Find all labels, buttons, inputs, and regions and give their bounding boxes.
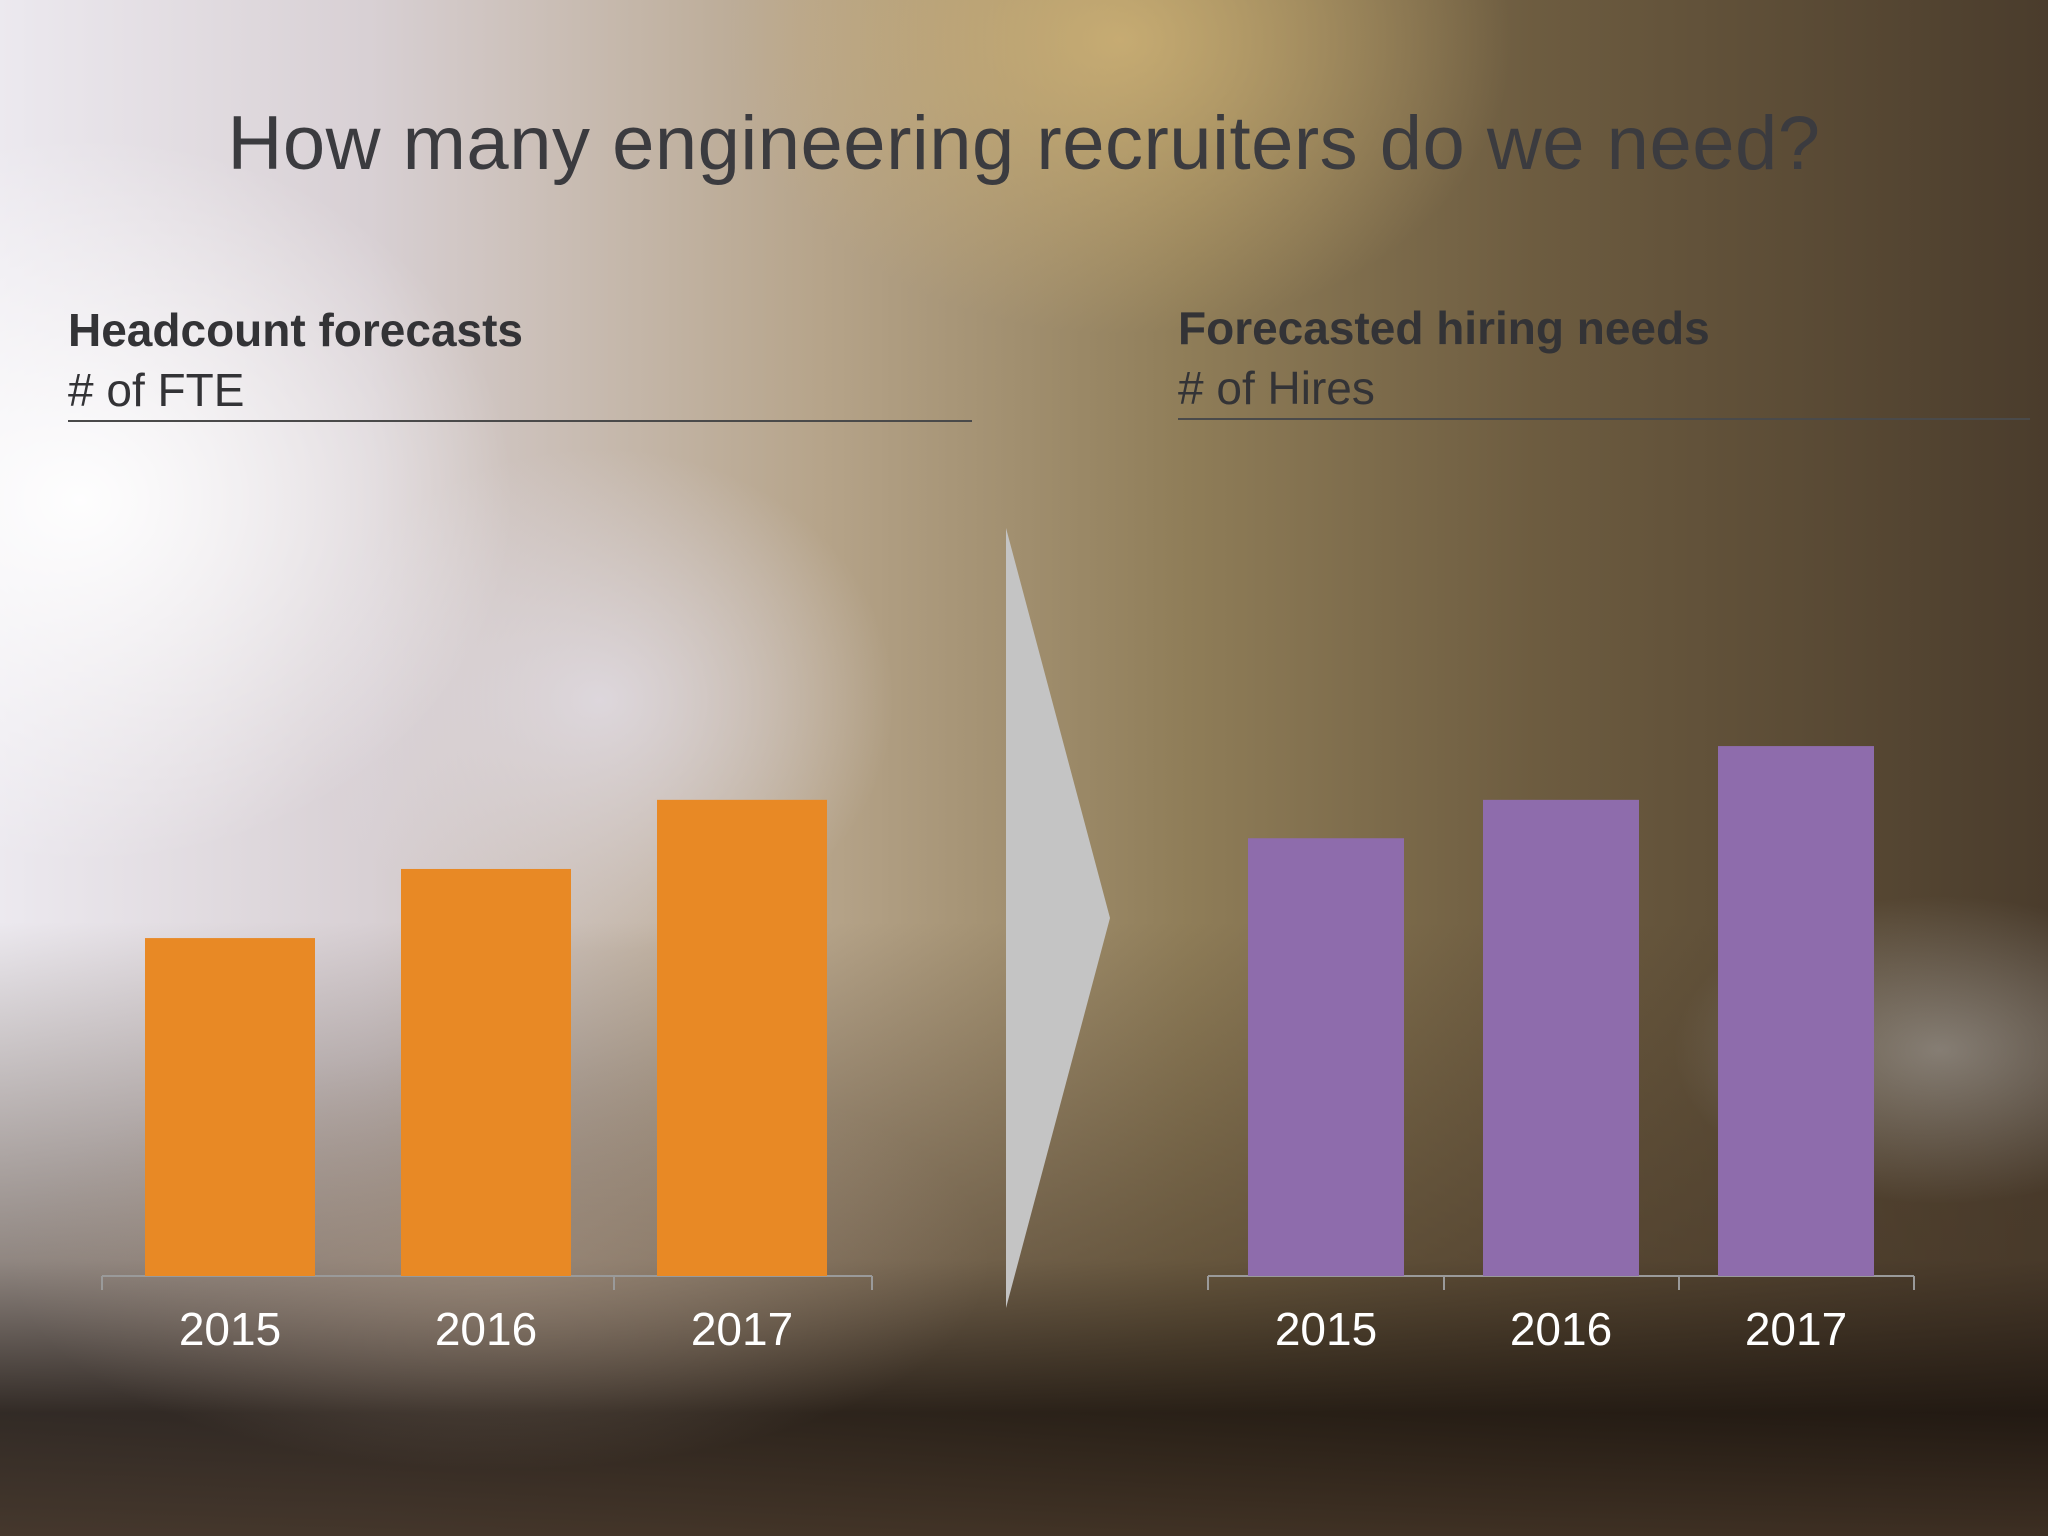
headcount-bar-chart: 2015 2016 2017 [101,799,873,1355]
hiring-category-label: 2015 [1275,1303,1377,1355]
headcount-chart-unit: # of FTE [68,364,245,416]
headcount-bar-2016 [401,868,571,1276]
hiring-category-label: 2016 [1510,1303,1612,1355]
chevron-arrow-shape [1006,528,1110,1308]
slide-title: How many engineering recruiters do we ne… [227,101,1821,186]
hiring-panel-header: Forecasted hiring needs # of Hires [1178,298,2030,420]
headcount-category-label: 2017 [691,1303,793,1355]
headcount-panel-header: Headcount forecasts # of FTE [68,300,972,422]
hiring-bar-2015 [1248,838,1404,1276]
hiring-bar-2017 [1718,746,1874,1276]
headcount-chart-title: Headcount forecasts [68,304,524,356]
hiring-chart-unit: # of Hires [1178,362,1375,414]
headcount-category-label: 2016 [435,1303,537,1355]
hiring-bar-2016 [1483,799,1639,1276]
hiring-bar-chart: 2015 2016 2017 [1207,746,1915,1355]
hiring-category-label: 2017 [1745,1303,1847,1355]
headcount-bar-2015 [145,938,315,1276]
hiring-chart-title: Forecasted hiring needs [1178,302,1710,354]
headcount-bar-2017 [657,799,827,1276]
headcount-category-label: 2015 [179,1303,281,1355]
